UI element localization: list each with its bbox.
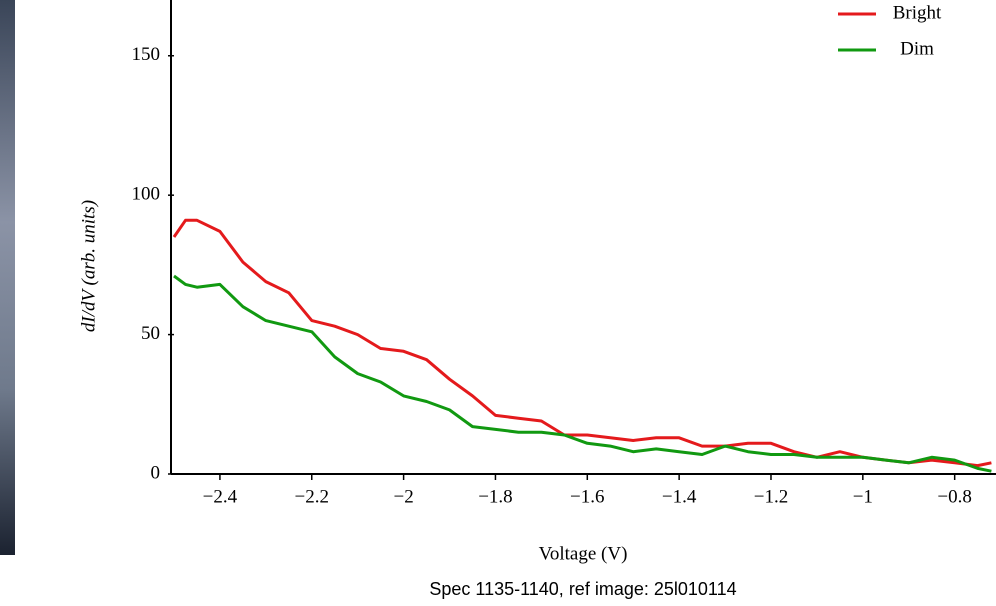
x-tick-label: −1.8: [478, 486, 512, 507]
y-tick-label: 100: [132, 184, 161, 205]
y-tick-label: 0: [151, 462, 161, 483]
subtitle: Spec 1135-1140, ref image: 25l010114: [429, 579, 736, 599]
x-tick-label: −1: [853, 486, 873, 507]
x-tick-label: −1.6: [570, 486, 604, 507]
y-tick-label: 50: [141, 323, 160, 344]
series-line: [172, 218, 992, 468]
x-tick-label: −2: [393, 486, 413, 507]
x-axis-label: Voltage (V): [539, 543, 628, 564]
x-tick-label: −1.2: [754, 486, 788, 507]
y-axis-label: dI/dV (arb. units): [78, 200, 99, 332]
x-tick-label: −2.4: [203, 486, 238, 507]
series-line: [173, 274, 992, 473]
x-tick-label: −1.4: [662, 486, 697, 507]
stm-image: [0, 0, 15, 555]
x-tick-label: −0.8: [937, 486, 971, 507]
legend-label: Bright: [893, 2, 942, 23]
y-tick-label: 150: [132, 44, 161, 65]
legend-label: Dim: [900, 38, 934, 59]
x-tick-label: −2.2: [295, 486, 329, 507]
